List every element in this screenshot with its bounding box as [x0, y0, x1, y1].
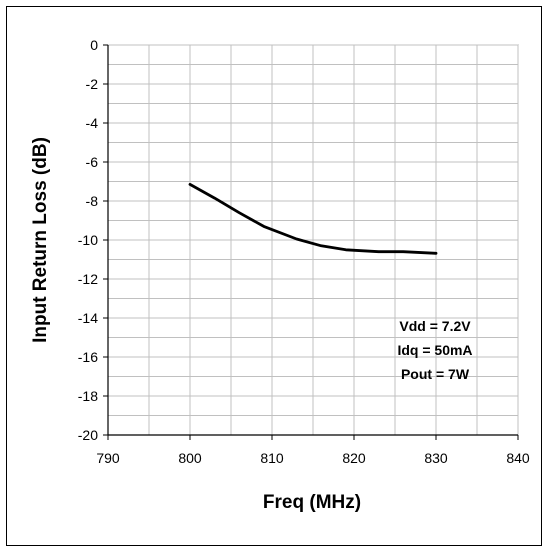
y-tick-label: -6 [86, 154, 99, 170]
x-tick-label: 800 [178, 450, 202, 466]
x-tick-label: 840 [506, 450, 530, 466]
x-tick-label: 810 [260, 450, 284, 466]
y-axis-title: Input Return Loss (dB) [30, 137, 51, 343]
grid-layer [107, 44, 519, 436]
y-tick-label: -12 [78, 271, 98, 287]
y-tick-label: -20 [78, 427, 98, 443]
y-tick-label: -16 [78, 349, 98, 365]
x-axis-title: Freq (MHz) [263, 492, 361, 513]
y-tick-label: -10 [78, 232, 98, 248]
y-tick-label: -4 [86, 115, 99, 131]
x-tick-label: 830 [424, 450, 448, 466]
annotation-idq: Idq = 50mA [397, 342, 472, 358]
x-tick-label: 820 [342, 450, 366, 466]
annotation-vdd: Vdd = 7.2V [399, 318, 471, 334]
series-line-0 [188, 182, 438, 255]
y-tick-label: 0 [90, 37, 98, 53]
y-tick-label: -14 [78, 310, 98, 326]
series-layer [188, 182, 438, 255]
axes-layer [103, 44, 519, 440]
tick-labels: 0 -2 -4 -6 -8 -10 -12 -14 -16 -18 -20 790 800 810 820 8… [78, 37, 530, 466]
annotation-pout: Pout = 7W [401, 366, 470, 382]
y-tick-label: -8 [86, 193, 99, 209]
y-tick-label: -2 [86, 76, 99, 92]
y-tick-label: -18 [78, 388, 98, 404]
x-tick-label: 790 [96, 450, 120, 466]
